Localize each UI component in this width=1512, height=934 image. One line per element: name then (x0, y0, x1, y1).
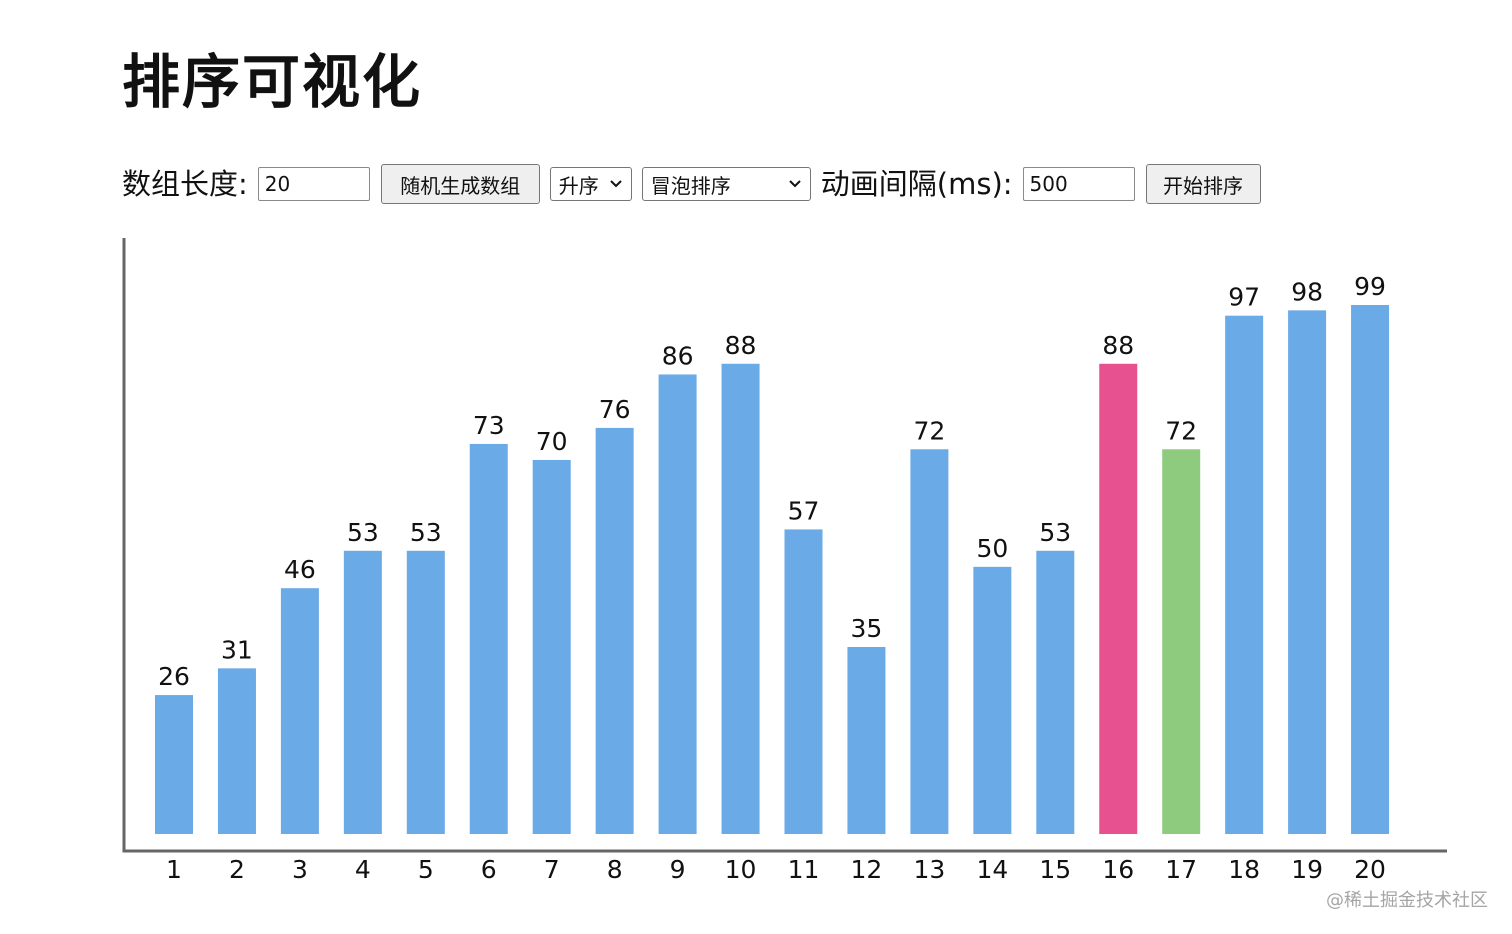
random-array-button[interactable]: 随机生成数组 (380, 164, 540, 204)
bar (469, 443, 508, 834)
bar-value-label: 88 (1102, 331, 1134, 360)
x-tick-label: 3 (292, 855, 308, 884)
bar-value-label: 88 (725, 331, 757, 360)
bar-value-label: 72 (1165, 416, 1197, 445)
x-tick-label: 17 (1165, 855, 1197, 884)
bar-value-label: 86 (662, 341, 694, 370)
bar-value-label: 99 (1354, 272, 1386, 301)
bar (1162, 449, 1201, 834)
x-tick-label: 9 (670, 855, 686, 884)
bar-value-label: 50 (976, 534, 1008, 563)
interval-label: 动画间隔(ms): (820, 167, 1013, 201)
bar (721, 363, 760, 834)
bar-value-label: 76 (599, 395, 631, 424)
x-tick-label: 16 (1102, 855, 1134, 884)
bar (1036, 550, 1075, 834)
bar-value-label: 31 (221, 635, 253, 664)
controls-bar: 数组长度: 随机生成数组 升序 冒泡排序 动画间隔(ms): 开始排序 (122, 160, 1261, 208)
bar-value-label: 98 (1291, 277, 1323, 306)
bar-value-label: 72 (913, 416, 945, 445)
algorithm-select[interactable]: 冒泡排序 (641, 167, 811, 201)
bar (973, 566, 1012, 834)
bar (910, 449, 949, 834)
chevron-down-icon (789, 180, 801, 188)
bar (1225, 315, 1264, 834)
x-tick-label: 20 (1354, 855, 1386, 884)
x-tick-label: 5 (418, 855, 434, 884)
bar (217, 668, 256, 834)
bar (343, 550, 382, 834)
bar-value-label: 35 (851, 614, 883, 643)
bar (658, 374, 697, 834)
array-length-label: 数组长度: (122, 167, 248, 201)
start-sort-button[interactable]: 开始排序 (1145, 164, 1261, 204)
order-select-value: 升序 (558, 173, 599, 198)
x-tick-label: 12 (851, 855, 883, 884)
bar-value-label: 46 (284, 555, 316, 584)
bar-value-label: 97 (1228, 283, 1260, 312)
x-tick-label: 19 (1291, 855, 1323, 884)
order-select[interactable]: 升序 (549, 167, 632, 201)
bar-value-label: 53 (1039, 518, 1071, 547)
x-tick-label: 2 (229, 855, 245, 884)
x-tick-label: 4 (355, 855, 371, 884)
x-tick-label: 11 (788, 855, 820, 884)
chevron-down-icon (610, 180, 622, 188)
bar (155, 695, 193, 834)
algorithm-select-value: 冒泡排序 (650, 173, 731, 198)
bar (595, 427, 634, 834)
interval-input[interactable] (1022, 167, 1135, 201)
x-tick-label: 18 (1228, 855, 1260, 884)
x-tick-label: 1 (166, 855, 182, 884)
bar (847, 646, 886, 834)
bar (1099, 363, 1138, 834)
bar-value-label: 73 (473, 411, 505, 440)
x-tick-label: 14 (976, 855, 1008, 884)
x-tick-label: 10 (725, 855, 757, 884)
bar (280, 588, 319, 834)
x-tick-label: 6 (481, 855, 497, 884)
x-tick-label: 13 (913, 855, 945, 884)
x-tick-label: 15 (1039, 855, 1071, 884)
bar-value-label: 70 (536, 427, 568, 456)
bar (406, 550, 445, 834)
bar-value-label: 26 (158, 662, 190, 691)
page-title: 排序可视化 (122, 48, 423, 116)
array-length-input[interactable] (257, 167, 370, 201)
bar-value-label: 53 (410, 518, 442, 547)
x-tick-label: 8 (607, 855, 623, 884)
bar (784, 529, 823, 834)
bar (532, 459, 571, 834)
bar (1288, 310, 1327, 834)
bar-value-label: 57 (788, 496, 820, 525)
watermark: @稀土掘金技术社区 (1326, 890, 1488, 911)
bar (1351, 305, 1390, 834)
bar-value-label: 53 (347, 518, 379, 547)
x-tick-label: 7 (544, 855, 560, 884)
